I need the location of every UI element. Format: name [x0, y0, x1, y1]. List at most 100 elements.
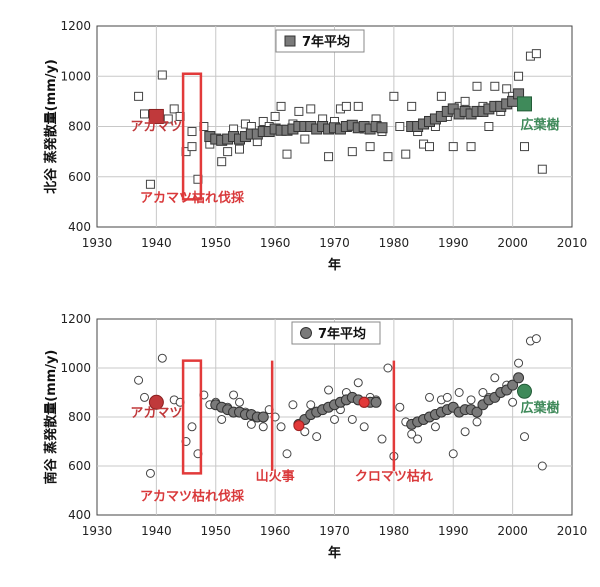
south-annual-point: [383, 363, 393, 373]
south-series-broadleaf: [517, 383, 532, 399]
south-annual-point: [520, 432, 529, 442]
north-x-tick-label: 1980: [379, 236, 410, 250]
north-series-broadleaf: [517, 96, 532, 112]
south-annual-point: [229, 390, 239, 400]
south-x-tick-label: 1980: [379, 524, 410, 538]
south-annual-point: [478, 388, 488, 397]
south-event-point: [358, 396, 370, 408]
south-panel: 400 600 800 1000 1200 1930 1940 1950 1960 1970 198…: [43, 312, 587, 561]
north-annual-point: [383, 152, 393, 162]
south-annual-point: [276, 422, 286, 432]
north-avg-point: [376, 122, 388, 134]
south-annual-point: [537, 461, 547, 471]
south-annotation: アカマツ枯れ伐採: [140, 488, 245, 504]
south-annual-point: [330, 414, 339, 424]
north-y-tick-label: 600: [68, 170, 91, 184]
south-annual-point: [157, 353, 167, 363]
south-annual-point: [324, 385, 334, 395]
north-annual-point: [324, 152, 334, 162]
south-x-tick-label: 2010: [557, 524, 588, 538]
south-annotation: アカマツ: [130, 406, 182, 421]
north-annual-point: [235, 144, 244, 154]
north-annual-point: [401, 149, 411, 159]
north-akamatsu-point: [148, 108, 164, 124]
north-annual-point: [466, 142, 476, 152]
north-annual-point: [187, 142, 197, 152]
south-y-axis-title: 南谷 蒸発散量(mm/y): [43, 350, 59, 485]
south-cutting-period-box: [181, 359, 203, 475]
south-x-tick-label: 1950: [200, 524, 231, 538]
south-annual-point: [442, 392, 452, 402]
north-annual-point: [282, 149, 292, 159]
south-y-tick-label: 600: [68, 459, 91, 473]
south-annual-point: [246, 419, 256, 429]
south-annual-point: [187, 422, 197, 432]
north-annual-point: [341, 101, 351, 111]
south-annotation: 広葉樹: [520, 400, 559, 416]
north-annual-point: [347, 147, 357, 157]
south-y-tick-label: 1200: [60, 312, 91, 326]
south-annual-point: [395, 402, 405, 412]
south-y-tick-label: 1000: [60, 361, 91, 375]
south-annual-point: [466, 395, 476, 405]
north-annual-point: [276, 101, 286, 111]
north-cutting-period-box: [181, 72, 203, 201]
north-annual-point: [389, 91, 399, 101]
south-avg-point: [507, 379, 519, 391]
north-annual-point: [223, 147, 233, 157]
south-annual-point: [407, 429, 417, 439]
north-annual-point: [365, 142, 375, 152]
north-x-tick-label: 1970: [319, 236, 350, 250]
north-annual-point: [306, 104, 316, 114]
south-y-tick-label: 400: [68, 508, 91, 522]
south-annotation: クロマツ枯れ: [355, 469, 433, 485]
north-annotation: アカマツ枯れ伐採: [140, 190, 245, 206]
north-annual-point: [460, 96, 470, 106]
north-x-tick-label: 2010: [557, 236, 588, 250]
north-x-tick-label: 1930: [82, 236, 113, 250]
north-annual-point: [436, 91, 446, 101]
north-y-axis-title: 北谷 蒸発散量(mm/y): [43, 59, 59, 194]
south-x-tick-label: 2000: [497, 524, 528, 538]
south-legend: 7年平均: [291, 321, 381, 345]
north-annual-point: [490, 81, 500, 91]
south-annual-point: [448, 449, 458, 459]
south-annual-point: [413, 434, 423, 444]
north-x-tick-label: 1960: [260, 236, 291, 250]
south-annual-point: [235, 397, 244, 407]
north-legend: 7年平均: [275, 29, 365, 53]
north-annual-point: [270, 111, 280, 121]
south-legend-box: [291, 321, 381, 345]
south-annual-point: [460, 427, 470, 437]
south-avg-point: [471, 406, 483, 418]
north-x-tick-label: 2000: [497, 236, 528, 250]
south-annual-point: [359, 422, 369, 432]
south-annual-point: [514, 358, 524, 368]
north-annual-point: [258, 116, 268, 126]
south-x-tick-label: 1970: [319, 524, 350, 538]
north-legend-label: 7年平均: [302, 34, 350, 50]
south-broadleaf-point: [517, 383, 532, 399]
south-annual-point: [531, 334, 541, 344]
south-annual-point: [430, 422, 440, 432]
north-annual-point: [217, 157, 227, 167]
south-legend-label: 7年平均: [318, 326, 366, 342]
south-event-point: [293, 420, 305, 432]
south-annual-point: [282, 449, 292, 459]
north-x-axis-title: 年: [328, 257, 341, 273]
north-annual-point: [169, 104, 179, 114]
south-annual-point: [140, 392, 149, 402]
north-x-tick-label: 1990: [438, 236, 469, 250]
north-series-akamatsu: [148, 108, 164, 124]
north-annual-point: [514, 71, 524, 81]
south-series-event: [293, 396, 370, 432]
north-broadleaf-point: [517, 96, 532, 112]
north-y-tick-label: 800: [68, 120, 91, 134]
north-annual-point: [163, 114, 173, 124]
south-avg-point: [370, 396, 382, 408]
north-annual-point: [520, 142, 529, 152]
north-annual-point: [531, 49, 541, 59]
north-annual-point: [157, 70, 167, 80]
north-annual-point: [425, 142, 434, 152]
